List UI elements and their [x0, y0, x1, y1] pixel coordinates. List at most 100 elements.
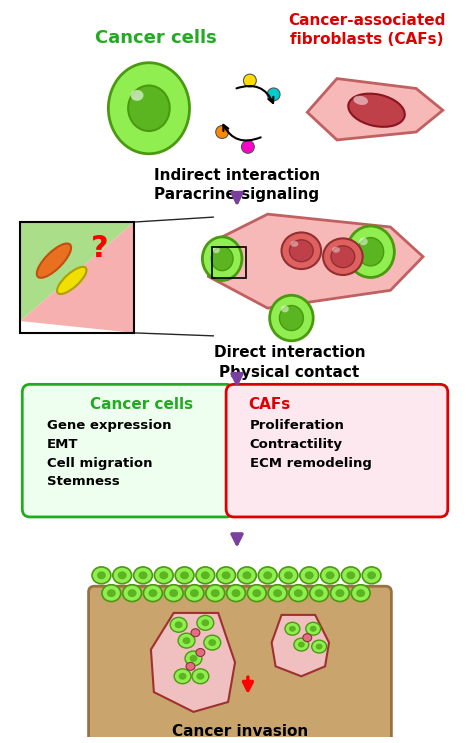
Ellipse shape: [196, 567, 215, 584]
Ellipse shape: [303, 634, 312, 642]
Ellipse shape: [242, 571, 251, 580]
Ellipse shape: [190, 655, 197, 662]
Ellipse shape: [359, 238, 368, 245]
Ellipse shape: [196, 673, 204, 680]
Ellipse shape: [356, 589, 365, 597]
Ellipse shape: [222, 571, 230, 580]
Ellipse shape: [323, 239, 363, 275]
Ellipse shape: [258, 567, 277, 584]
Ellipse shape: [155, 567, 173, 584]
Ellipse shape: [291, 241, 298, 247]
Ellipse shape: [294, 638, 309, 651]
Ellipse shape: [310, 585, 328, 602]
Ellipse shape: [174, 669, 191, 684]
Text: Cancer-associated
fibroblasts (CAFs): Cancer-associated fibroblasts (CAFs): [288, 13, 445, 47]
Ellipse shape: [237, 567, 256, 584]
Ellipse shape: [273, 589, 282, 597]
Ellipse shape: [268, 585, 287, 602]
Polygon shape: [20, 222, 134, 321]
Ellipse shape: [37, 244, 71, 278]
Ellipse shape: [347, 226, 394, 277]
Ellipse shape: [263, 571, 272, 580]
Ellipse shape: [92, 567, 111, 584]
Ellipse shape: [354, 96, 368, 105]
Ellipse shape: [201, 571, 210, 580]
Ellipse shape: [192, 669, 209, 684]
Ellipse shape: [196, 649, 205, 657]
Ellipse shape: [134, 567, 153, 584]
Ellipse shape: [138, 571, 147, 580]
Text: EMT: EMT: [47, 438, 79, 451]
Ellipse shape: [281, 305, 289, 312]
Ellipse shape: [204, 635, 221, 650]
Ellipse shape: [348, 94, 405, 127]
Ellipse shape: [341, 567, 360, 584]
Ellipse shape: [113, 567, 132, 584]
Ellipse shape: [298, 642, 305, 648]
Ellipse shape: [182, 637, 191, 644]
Ellipse shape: [331, 246, 355, 267]
Ellipse shape: [174, 621, 182, 629]
Ellipse shape: [186, 663, 195, 670]
Ellipse shape: [185, 585, 204, 602]
Ellipse shape: [305, 571, 314, 580]
Ellipse shape: [148, 589, 157, 597]
Ellipse shape: [191, 629, 200, 637]
Text: Contractility: Contractility: [250, 438, 343, 451]
Ellipse shape: [213, 247, 220, 253]
Bar: [20, 222, 134, 333]
Ellipse shape: [175, 567, 194, 584]
Ellipse shape: [217, 567, 236, 584]
Ellipse shape: [107, 589, 116, 597]
Ellipse shape: [185, 651, 202, 666]
Ellipse shape: [284, 571, 293, 580]
Ellipse shape: [282, 233, 321, 269]
Ellipse shape: [164, 585, 183, 602]
Ellipse shape: [190, 589, 199, 597]
Polygon shape: [151, 613, 235, 712]
Ellipse shape: [97, 571, 106, 580]
Ellipse shape: [216, 126, 228, 138]
Text: Cancer invasion: Cancer invasion: [172, 724, 308, 739]
Ellipse shape: [300, 567, 319, 584]
Text: ?: ?: [91, 234, 108, 263]
Ellipse shape: [294, 589, 303, 597]
FancyBboxPatch shape: [89, 586, 392, 743]
Ellipse shape: [351, 585, 370, 602]
Ellipse shape: [326, 571, 335, 580]
Ellipse shape: [330, 585, 349, 602]
Ellipse shape: [290, 240, 313, 262]
Text: Direct interaction
Physical contact: Direct interaction Physical contact: [214, 345, 365, 380]
Ellipse shape: [208, 639, 216, 646]
Ellipse shape: [367, 571, 376, 580]
Ellipse shape: [267, 88, 280, 101]
Ellipse shape: [332, 247, 340, 253]
Ellipse shape: [206, 585, 225, 602]
Polygon shape: [272, 615, 329, 676]
Ellipse shape: [159, 571, 168, 580]
Ellipse shape: [102, 585, 121, 602]
Ellipse shape: [128, 85, 170, 131]
Text: Cancer cells: Cancer cells: [90, 398, 193, 412]
Polygon shape: [307, 79, 443, 140]
Polygon shape: [20, 222, 134, 333]
Text: ECM remodeling: ECM remodeling: [250, 457, 372, 470]
Text: Gene expression: Gene expression: [47, 419, 172, 432]
Ellipse shape: [247, 585, 266, 602]
Ellipse shape: [279, 567, 298, 584]
Ellipse shape: [241, 140, 255, 153]
Ellipse shape: [202, 237, 242, 280]
Ellipse shape: [285, 623, 300, 635]
Ellipse shape: [170, 617, 187, 632]
Ellipse shape: [197, 615, 214, 630]
FancyBboxPatch shape: [22, 384, 234, 517]
Ellipse shape: [131, 90, 144, 101]
Text: Stemness: Stemness: [47, 476, 120, 488]
Bar: [20, 222, 134, 333]
Ellipse shape: [144, 585, 162, 602]
Ellipse shape: [306, 623, 320, 635]
Ellipse shape: [169, 589, 178, 597]
Ellipse shape: [316, 643, 323, 649]
Text: Cell migration: Cell migration: [47, 457, 153, 470]
Ellipse shape: [128, 589, 137, 597]
